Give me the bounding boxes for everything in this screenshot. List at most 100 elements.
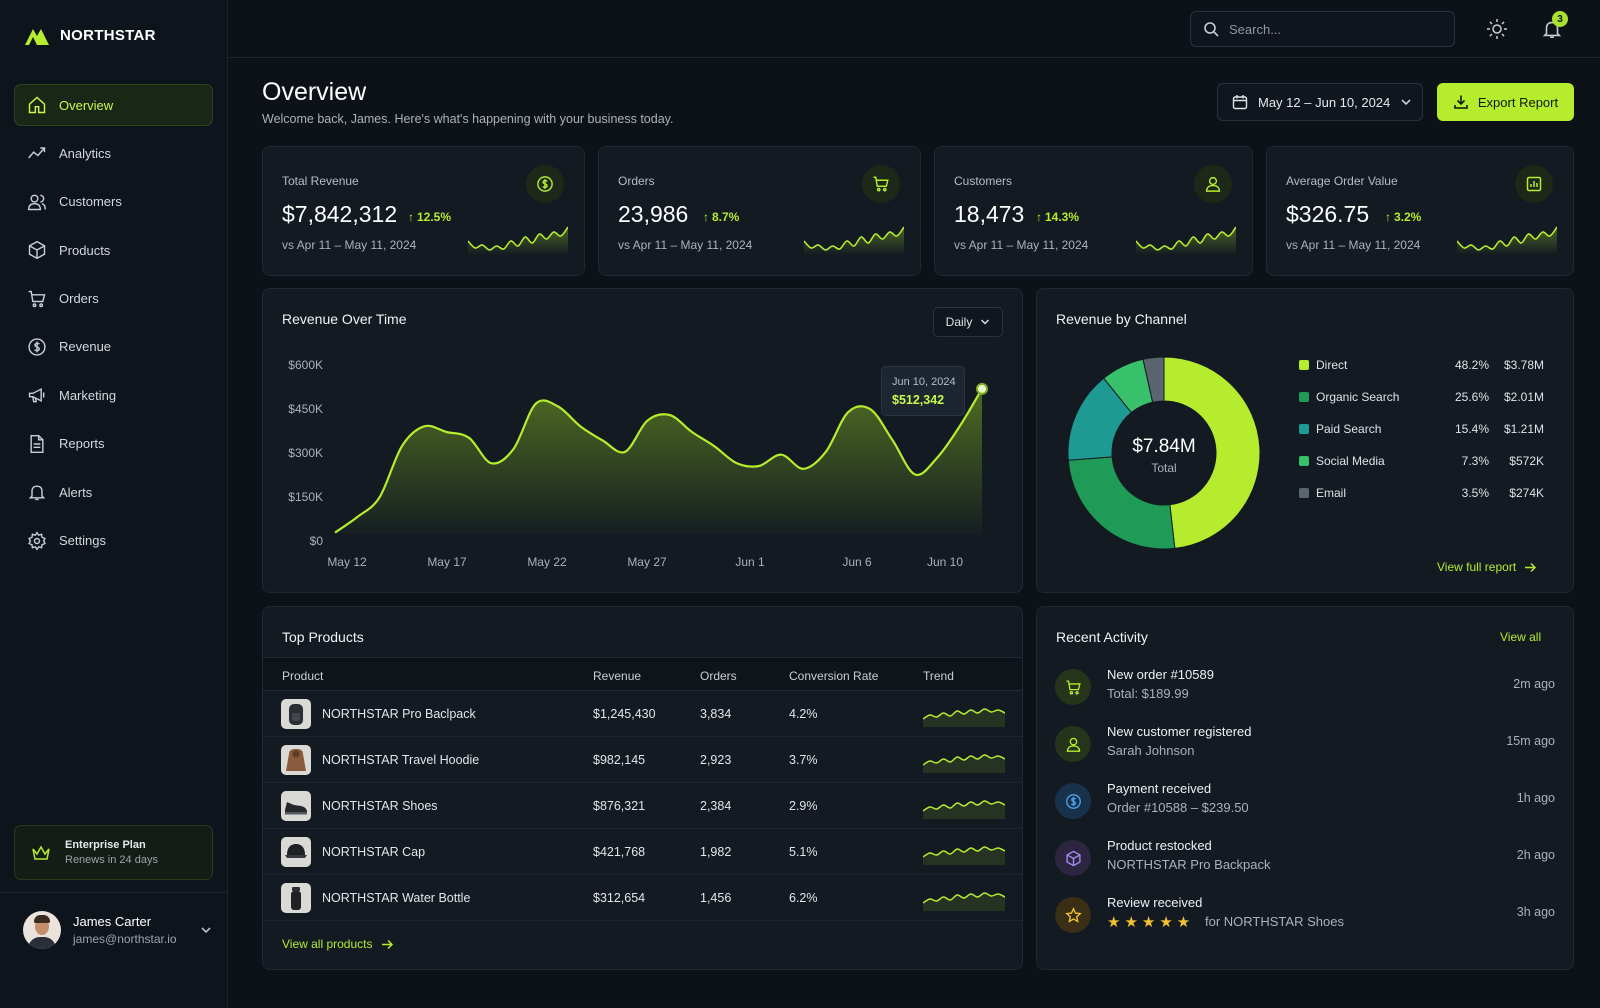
users-icon — [27, 194, 47, 210]
donut-slice-direct[interactable] — [1163, 356, 1261, 549]
activity-time: 1h ago — [1516, 791, 1555, 805]
legend-item-direct[interactable]: Direct 48.2% $3.78M — [1299, 356, 1549, 376]
product-thumbnail — [281, 837, 311, 867]
sparkline-fill — [804, 227, 904, 255]
column-header: Orders — [700, 669, 737, 683]
legend-item-social-media[interactable]: Social Media 7.3% $572K — [1299, 452, 1549, 472]
donut-total-label: Total — [1151, 461, 1177, 475]
view-all-activity-link[interactable]: View all — [1500, 630, 1541, 644]
legend-swatch — [1299, 360, 1309, 370]
sidebar-item-reports[interactable]: Reports — [14, 423, 213, 465]
legend-name: Paid Search — [1316, 422, 1382, 436]
sidebar-item-analytics[interactable]: Analytics — [14, 132, 213, 174]
activity-item[interactable]: New order #10589 Total: $189.99 2m ago — [1055, 665, 1555, 715]
kpi-card-customers[interactable]: Customers 18,473 ↑ 14.3% vs Apr 11 – May … — [934, 146, 1253, 276]
sidebar-item-settings[interactable]: Settings — [14, 520, 213, 562]
sidebar-item-label: Settings — [59, 533, 106, 549]
sidebar-item-alerts[interactable]: Alerts — [14, 471, 213, 513]
y-tick: $600K — [288, 358, 323, 372]
activity-item[interactable]: Review received ★★★★★ for NORTHSTAR Shoe… — [1055, 893, 1555, 943]
user-profile[interactable]: James Carter james@northstar.io — [23, 911, 213, 949]
chart-highlight-point[interactable] — [976, 382, 988, 395]
box-icon — [28, 241, 46, 260]
interval-select[interactable]: Daily — [933, 307, 1003, 337]
legend-item-organic-search[interactable]: Organic Search 25.6% $2.01M — [1299, 388, 1549, 408]
product-thumbnail — [281, 883, 311, 913]
sidebar-item-orders[interactable]: Orders — [14, 278, 213, 320]
donut-slice-organic-search[interactable] — [1067, 456, 1176, 550]
dollar-icon — [537, 176, 553, 192]
product-orders: 1,456 — [700, 891, 732, 905]
product-orders: 3,834 — [700, 707, 732, 721]
activity-title: Review received — [1107, 895, 1203, 910]
export-report-button[interactable]: Export Report — [1437, 83, 1574, 121]
channel-donut-chart[interactable] — [1064, 353, 1264, 553]
chevron-down-icon[interactable] — [199, 923, 213, 937]
sidebar-item-label: Orders — [59, 291, 99, 307]
kpi-card-average-order-value[interactable]: Average Order Value $326.75 ↑ 3.2% vs Apr… — [1266, 146, 1574, 276]
plan-card[interactable]: Enterprise Plan Renews in 24 days — [14, 825, 213, 880]
arrow-up-icon: ↑ — [1385, 210, 1391, 224]
cap-icon — [285, 844, 307, 858]
view-all-products-link[interactable]: View all products — [282, 937, 394, 951]
revenue-over-time-card: Revenue Over Time Daily $600K $450K $300… — [262, 288, 1023, 593]
brand[interactable]: NORTHSTAR — [24, 24, 156, 46]
chart-area-fill — [335, 388, 982, 534]
kpi-delta: ↑ 3.2% — [1385, 210, 1421, 224]
table-row[interactable]: NORTHSTAR Shoes $876,321 2,384 2.9% — [263, 783, 1022, 829]
kpi-card-total-revenue[interactable]: Total Revenue $7,842,312 ↑ 12.5% vs Apr 1… — [262, 146, 585, 276]
theme-toggle-button[interactable] — [1486, 18, 1508, 43]
table-row[interactable]: NORTHSTAR Travel Hoodie $982,145 2,923 3… — [263, 737, 1022, 783]
star-icon — [1064, 906, 1082, 923]
backpack-icon — [289, 704, 303, 725]
date-range-picker[interactable]: May 12 – Jun 10, 2024 — [1217, 83, 1423, 121]
view-full-report-link[interactable]: View full report — [1437, 560, 1537, 574]
cart-icon — [1065, 679, 1081, 695]
shoe-icon — [285, 802, 307, 815]
legend-item-email[interactable]: Email 3.5% $274K — [1299, 484, 1549, 504]
card-title: Recent Activity — [1056, 629, 1148, 645]
trend-sparkline — [923, 708, 1005, 727]
activity-item[interactable]: Product restocked NORTHSTAR Pro Backpack… — [1055, 836, 1555, 886]
legend-amount: $572K — [1509, 454, 1544, 468]
download-icon — [1454, 95, 1468, 109]
legend-name: Direct — [1316, 358, 1348, 372]
plan-title: Enterprise Plan — [65, 839, 146, 851]
dollar-icon — [28, 338, 46, 356]
revenue-area-chart[interactable] — [263, 289, 1024, 594]
kpi-delta-value: 14.3% — [1045, 210, 1080, 224]
sidebar-item-label: Overview — [59, 97, 114, 113]
donut-slice-email[interactable] — [1142, 356, 1165, 403]
sidebar-nav: Overview Analytics Customers Products Or… — [14, 84, 213, 568]
tooltip-date: Jun 10, 2024 — [892, 376, 956, 388]
kpi-delta-value: 8.7% — [712, 210, 740, 224]
activity-icon-wrap — [1055, 897, 1091, 933]
sidebar-item-marketing[interactable]: Marketing — [14, 374, 213, 416]
legend-name: Organic Search — [1316, 390, 1400, 404]
sparkline-line — [923, 846, 1005, 858]
sidebar-item-revenue[interactable]: Revenue — [14, 326, 213, 368]
cart-icon — [28, 290, 46, 307]
search-input[interactable] — [1229, 21, 1429, 37]
table-row[interactable]: NORTHSTAR Cap $421,768 1,982 5.1% — [263, 829, 1022, 875]
table-row[interactable]: NORTHSTAR Water Bottle $312,654 1,456 6.… — [263, 875, 1022, 921]
table-row[interactable]: NORTHSTAR Pro Baclpack $1,245,430 3,834 … — [263, 691, 1022, 737]
activity-subtitle: for NORTHSTAR Shoes — [1205, 914, 1344, 929]
notifications-button[interactable]: 3 — [1541, 11, 1568, 43]
bottle-icon — [291, 887, 301, 910]
activity-item[interactable]: Payment received Order #10588 – $239.50 … — [1055, 779, 1555, 829]
product-name: NORTHSTAR Travel Hoodie — [322, 753, 480, 767]
product-thumbnail — [281, 791, 311, 821]
sidebar-item-customers[interactable]: Customers — [14, 181, 213, 223]
sidebar-item-products[interactable]: Products — [14, 229, 213, 271]
donut-total: $7.84M — [1132, 436, 1196, 457]
arrow-up-icon: ↑ — [703, 210, 709, 224]
activity-item[interactable]: New customer registered Sarah Johnson 15… — [1055, 722, 1555, 772]
kpi-card-orders[interactable]: Orders 23,986 ↑ 8.7% vs Apr 11 – May 11, … — [598, 146, 921, 276]
sidebar-item-overview[interactable]: Overview — [14, 84, 213, 126]
legend-item-paid-search[interactable]: Paid Search 15.4% $1.21M — [1299, 420, 1549, 440]
legend-swatch — [1299, 456, 1309, 466]
search-box[interactable] — [1190, 11, 1455, 47]
activity-subtitle: Total: $189.99 — [1107, 686, 1189, 701]
sparkline-line — [923, 892, 1005, 904]
